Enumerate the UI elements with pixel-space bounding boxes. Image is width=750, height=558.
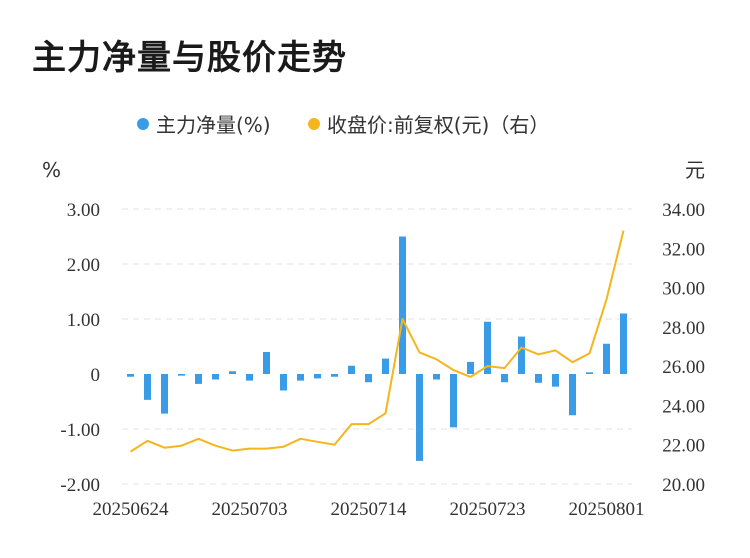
bar <box>620 313 627 374</box>
bar <box>382 358 389 374</box>
bar <box>246 374 253 381</box>
left-tick-label: 0 <box>91 365 101 386</box>
right-tick-label: 30.00 <box>662 279 705 300</box>
x-tick-label: 20250714 <box>331 499 408 520</box>
left-tick-label: -2.00 <box>60 475 100 496</box>
bar <box>212 374 219 380</box>
bar <box>518 336 525 374</box>
x-axis-ticks: 20250624 20250703 20250714 20250723 20250801 <box>93 499 645 520</box>
bar <box>399 236 406 374</box>
bar <box>348 365 355 374</box>
bar <box>484 321 491 374</box>
left-axis-ticks: 3.00 2.00 1.00 0 -1.00 -2.00 <box>60 200 100 496</box>
left-tick-label: 3.00 <box>67 200 100 221</box>
bar <box>603 343 610 374</box>
x-tick-label: 20250801 <box>569 499 645 520</box>
grid-lines <box>122 208 632 485</box>
right-tick-label: 26.00 <box>662 357 705 378</box>
right-tick-label: 22.00 <box>662 436 705 457</box>
price-line <box>129 230 625 453</box>
bar <box>263 352 270 374</box>
left-tick-label: 1.00 <box>67 310 100 331</box>
bar <box>433 374 440 380</box>
right-tick-label: 20.00 <box>662 475 705 496</box>
bar <box>161 374 168 414</box>
right-axis-ticks: 34.00 32.00 30.00 28.00 26.00 24.00 22.00 20.00 <box>662 200 705 496</box>
bar <box>280 374 287 391</box>
right-tick-label: 34.00 <box>662 200 705 221</box>
line-series <box>129 230 625 453</box>
right-tick-label: 28.00 <box>662 318 705 339</box>
right-tick-label: 32.00 <box>662 239 705 260</box>
left-tick-label: -1.00 <box>60 420 100 441</box>
legend-marker-bar <box>137 118 149 130</box>
left-tick-label: 2.00 <box>67 255 100 276</box>
left-axis-unit: % <box>42 158 61 182</box>
bar <box>552 374 559 387</box>
chart-legend: 主力净量(%) 收盘价:前复权(元)（右） <box>137 113 549 137</box>
legend-label-bar: 主力净量(%) <box>156 113 271 137</box>
bar <box>178 374 185 376</box>
x-tick-label: 20250703 <box>212 499 288 520</box>
bar <box>195 374 202 384</box>
bar <box>450 374 457 428</box>
x-tick-label: 20250723 <box>450 499 526 520</box>
right-axis-unit: 元 <box>685 158 705 182</box>
bar <box>416 374 423 461</box>
bar <box>501 374 508 383</box>
bar <box>297 374 304 381</box>
bar <box>314 374 321 379</box>
right-tick-label: 24.00 <box>662 396 705 417</box>
legend-marker-line <box>308 118 320 130</box>
legend-label-line: 收盘价:前复权(元)（右） <box>327 113 549 137</box>
x-tick-label: 20250624 <box>93 499 170 520</box>
chart-title: 主力净量与股价走势 <box>32 38 347 78</box>
bar <box>365 374 372 383</box>
bar <box>229 371 236 374</box>
bar <box>144 374 151 400</box>
bar <box>127 374 134 377</box>
bar <box>467 361 474 374</box>
bar <box>569 374 576 416</box>
bar-series <box>127 236 627 461</box>
bar <box>586 372 593 374</box>
bar <box>535 374 542 383</box>
bar <box>331 374 338 377</box>
